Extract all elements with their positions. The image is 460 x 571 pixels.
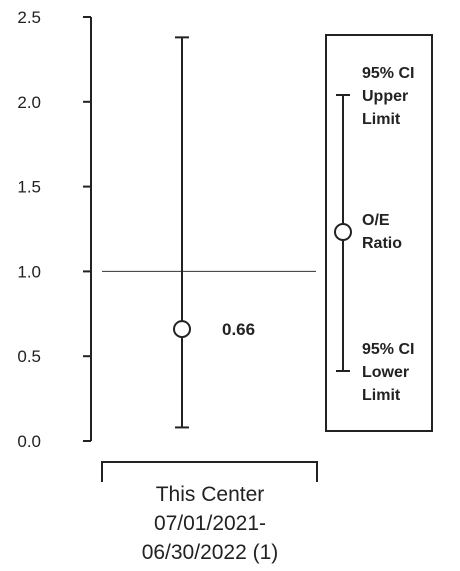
point-marker bbox=[173, 320, 191, 339]
y-tick-label: 1.5 bbox=[17, 178, 41, 197]
point-value-label: 0.66 bbox=[222, 320, 255, 339]
legend-lower-label-2: Lower bbox=[362, 364, 409, 381]
y-tick-label: 0.5 bbox=[17, 347, 41, 366]
y-tick-label: 0.0 bbox=[17, 432, 41, 451]
legend-lower-label-1: 95% CI bbox=[362, 341, 414, 358]
category-label-line-3: 06/30/2022 (1) bbox=[142, 541, 279, 564]
y-axis: 0.0 0.5 1.0 1.5 2.0 2.5 bbox=[17, 8, 92, 451]
y-tick-label: 2.5 bbox=[17, 8, 41, 27]
category-bracket bbox=[101, 461, 318, 482]
legend-upper-label-2: Upper bbox=[362, 88, 408, 105]
category-label-line-2: 07/01/2021- bbox=[154, 512, 266, 535]
legend-center-label-1: O/E bbox=[362, 212, 390, 229]
legend-upper-label-1: 95% CI bbox=[362, 65, 414, 82]
legend-lower-label-3: Limit bbox=[362, 387, 401, 404]
data-points: 0.66 bbox=[173, 36, 255, 429]
y-tick-label: 1.0 bbox=[17, 262, 41, 281]
legend-upper-label-3: Limit bbox=[362, 111, 401, 128]
legend: 95% CI Upper Limit O/E Ratio 95% CI Lowe… bbox=[325, 34, 433, 432]
category-label-line-1: This Center bbox=[156, 483, 265, 506]
legend-center-label-2: Ratio bbox=[362, 235, 402, 252]
category-axis: This Center 07/01/2021- 06/30/2022 (1) bbox=[101, 461, 318, 564]
legend-box bbox=[325, 34, 433, 432]
y-tick-label: 2.0 bbox=[17, 93, 41, 112]
legend-marker bbox=[334, 223, 352, 241]
